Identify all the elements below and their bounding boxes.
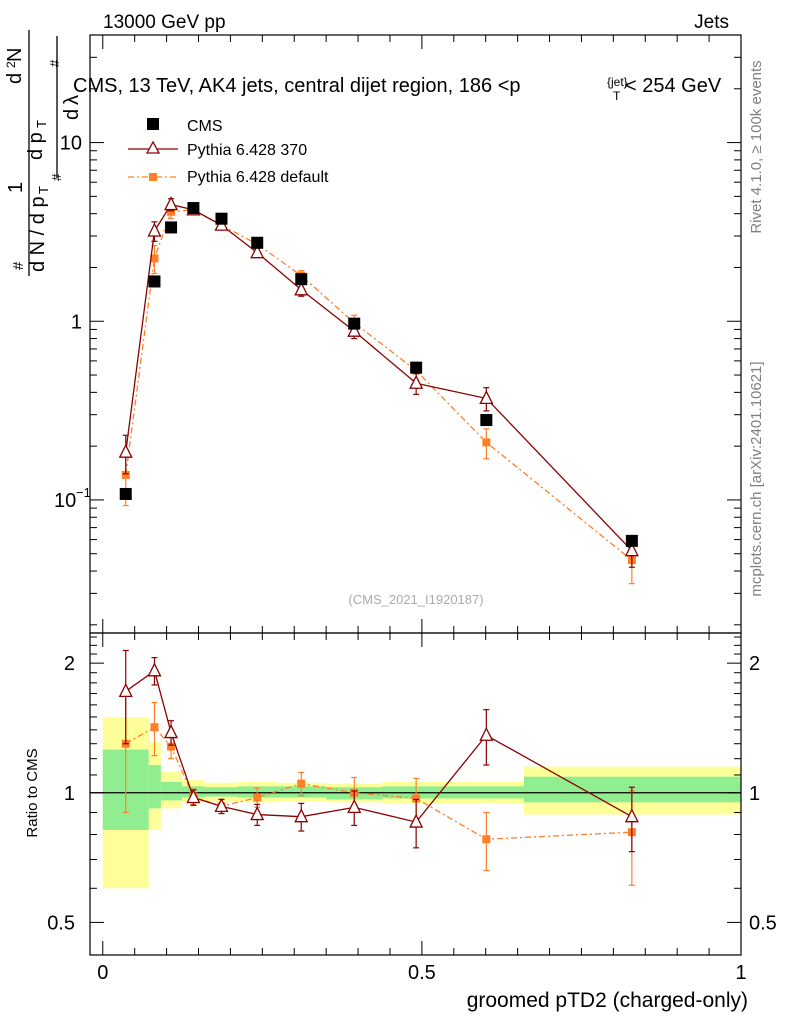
ratio-pythia370-point [186,789,201,804]
cms-point [165,221,178,234]
ratio-pythia-default-line [125,726,632,840]
cms-point [148,275,161,288]
ratio-pythia-default-point [150,723,159,732]
ratio-pythia370-point [294,808,309,823]
legend-pythia370-marker [145,140,161,154]
ratio-pythia370-point [409,813,424,828]
main-y-tick-label: 1 [71,311,82,333]
cms-point [295,273,308,286]
ratio-band-inner [160,781,182,801]
ratio-band-inner [524,776,741,803]
legend-cms-marker [147,118,159,130]
ratio-y-tick-label: 0.5 [47,912,75,934]
pythia-default-point [167,207,176,216]
pythia370-point [409,374,424,389]
ratio-pythia370-point [624,808,639,823]
legend-pythia-default-label: Pythia 6.428 default [187,169,329,186]
category-label: Jets [694,12,729,33]
pythia-default-point [121,470,130,479]
ratio-pythia370-point [479,726,494,741]
cms-point [251,236,264,249]
mcplots-label: mcplots.cern.ch [arXiv:2401.10621] [748,361,765,596]
legend-cms-label: CMS [187,118,223,135]
chart-title-main: CMS, 13 TeV, AK4 jets, central dijet reg… [73,75,521,97]
ratio-pythia370-point [164,724,179,739]
ratio-pythia-default-point [167,742,176,751]
ratio-pythia370-point [214,797,229,812]
ratio-y-tick-label-right: 0.5 [749,912,777,934]
svg-text:#: # [10,261,27,270]
ratio-pythia370-point [347,798,362,814]
legend-pythia-default-marker [149,173,157,181]
svg-text:N: N [4,48,26,62]
ratio-y-tick-label: 2 [64,653,75,675]
cms-point [348,317,361,330]
svg-text:T: T [34,120,49,128]
ratio-plot-frame [89,632,742,956]
pythia370-point [347,322,362,337]
svg-text:d: d [61,109,83,120]
main-y-axis-label: # d N / d p T # 1 d p T d λ d 2 N # [4,30,83,276]
analysis-watermark: (CMS_2021_I1920187) [348,592,483,607]
cms-point [215,212,228,225]
svg-text:λ: λ [61,95,83,105]
ratio-y-axis-label: Ratio to CMS [24,748,41,837]
svg-text:d p: d p [25,132,47,160]
pythia370-point [479,389,494,405]
ratio-pythia370-point [250,806,265,821]
pythia370-point [118,443,133,458]
main-y-tick-exponent: −1 [76,485,91,500]
ratio-y-tick-label: 1 [64,783,75,805]
ratio-x-tick-label: 0.5 [408,962,436,984]
chart-title-end: < 254 GeV [625,75,722,97]
pythia370-point [624,542,639,557]
ratio-pythia-default-point [482,835,491,844]
ratio-x-tick-label: 0 [97,962,108,984]
svg-text:1: 1 [5,182,27,193]
cms-point [410,361,423,374]
svg-text:T: T [36,186,51,194]
pythia370-point [250,244,265,259]
ratio-pythia-default-point [412,794,421,803]
cms-point [119,487,132,500]
ratio-plot-panel: 0 0.5 1 0.5 0.5 1 1 2 2 [47,632,777,984]
svg-text:2: 2 [4,61,18,68]
ratio-band-inner [148,765,161,809]
cms-point [187,202,200,215]
x-axis-label: groomed pTD2 (charged-only) [467,989,748,1012]
ratio-pythia-default-point [253,793,262,802]
ratio-x-tick-label: 1 [735,962,746,984]
main-y-tick-label: 10 [60,133,82,155]
legend-pythia370-label: Pythia 6.428 370 [187,142,307,159]
chart-title-sub: T [613,89,621,103]
ratio-y-tick-label-right: 1 [749,783,760,805]
pythia370-point [294,281,309,296]
pythia370-point [147,222,162,237]
ratio-pythia-default-point [297,779,306,788]
pythia-default-line [125,209,633,561]
main-y-tick-label: 10 [54,490,76,512]
svg-text:d: d [4,73,26,84]
ratio-pythia370-point [118,682,133,698]
ratio-pythia370-point [147,662,162,677]
energy-label: 13000 GeV pp [103,12,226,33]
pythia370-point [164,196,179,211]
chart-title-sup: {jet} [607,75,628,89]
ratio-band-inner [204,787,239,797]
svg-text:d N / d p: d N / d p [27,196,49,272]
ratio-y-tick-label-right: 2 [749,653,760,675]
pythia-default-point [482,438,491,447]
pythia-default-point [150,254,159,263]
cms-point [480,414,493,427]
svg-text:#: # [47,59,62,67]
chart-title: CMS, 13 TeV, AK4 jets, central dijet reg… [73,75,722,103]
cms-point [625,534,638,547]
rivet-version-label: Rivet 4.1.0, ≥ 100k events [748,60,765,233]
legend: CMS Pythia 6.428 370 Pythia 6.428 defaul… [128,118,329,186]
